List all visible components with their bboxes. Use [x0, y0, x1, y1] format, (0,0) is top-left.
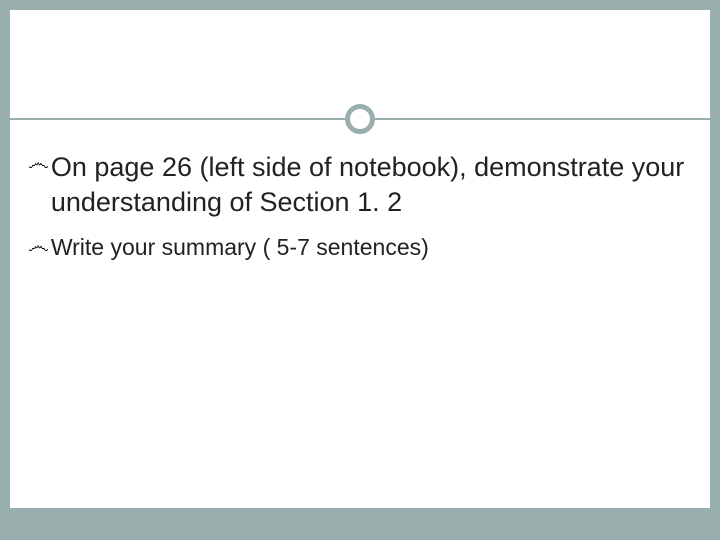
slide: ෴ On page 26 (left side of notebook), de… [0, 0, 720, 540]
bullet-item: ෴ Write your summary ( 5-7 sentences) [28, 233, 692, 263]
border-top [0, 0, 720, 10]
bullet-item: ෴ On page 26 (left side of notebook), de… [28, 150, 692, 219]
ornament-circle-icon [345, 104, 375, 134]
bullet-text: On page 26 (left side of notebook), demo… [51, 150, 692, 219]
bullet-text: Write your summary ( 5-7 sentences) [51, 233, 429, 263]
border-bottom [0, 508, 720, 540]
border-left [0, 0, 10, 540]
content-area: ෴ On page 26 (left side of notebook), de… [28, 150, 692, 277]
border-right [710, 0, 720, 540]
bullet-icon: ෴ [28, 233, 49, 259]
bullet-icon: ෴ [28, 150, 49, 176]
